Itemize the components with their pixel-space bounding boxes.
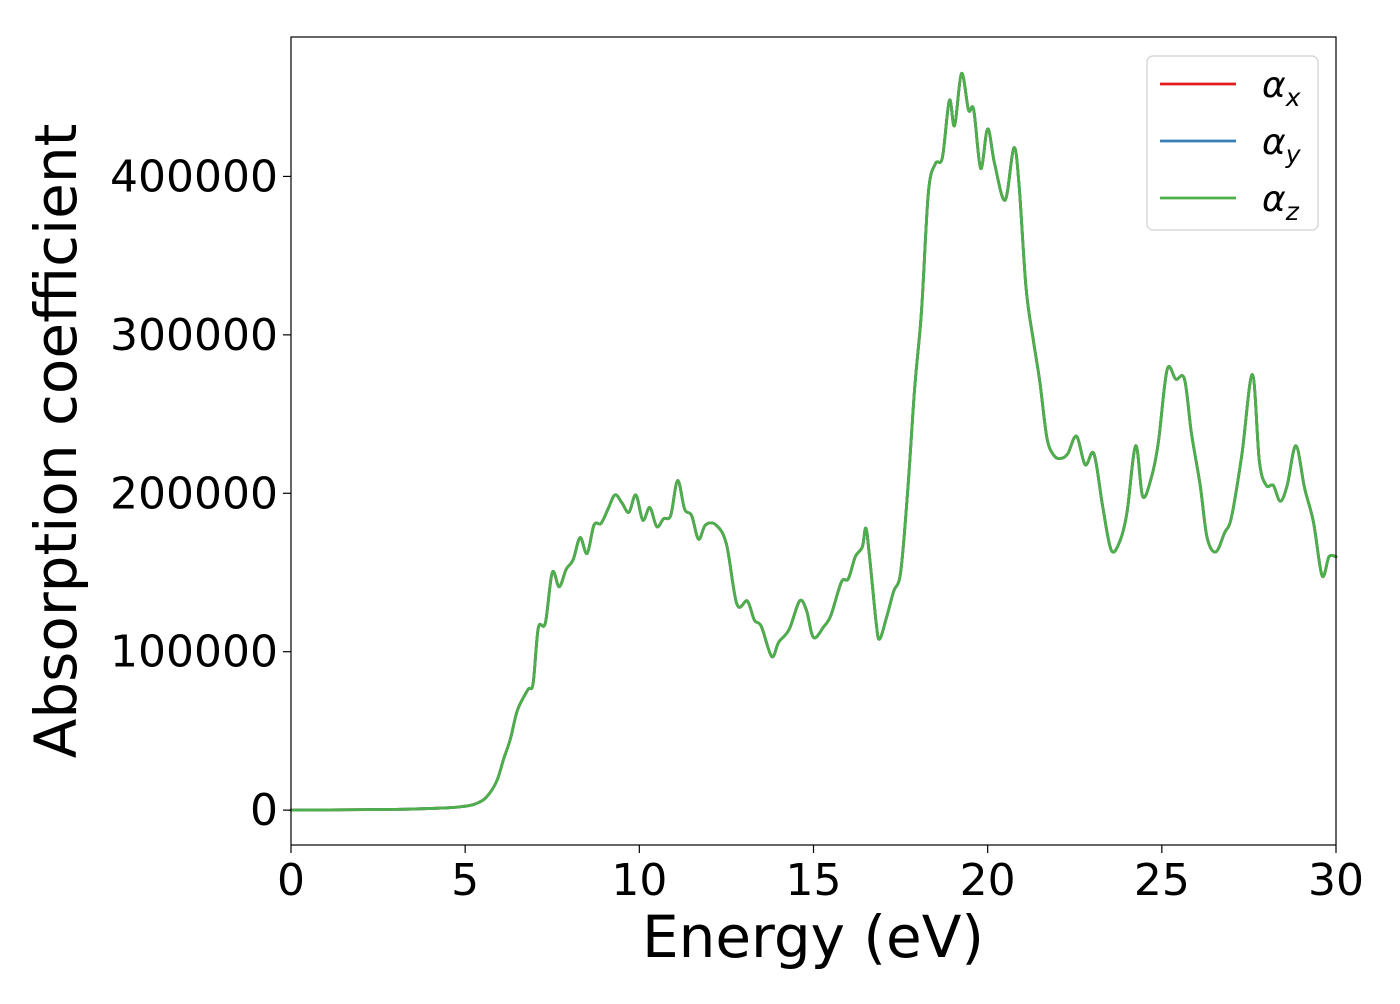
x-tick-label: 0	[277, 855, 305, 906]
x-tick-label: 5	[451, 855, 479, 906]
legend-label-y: αy	[1262, 122, 1302, 169]
legend-subscript: x	[1285, 83, 1301, 112]
y-axis-label: Absorption coefficient	[22, 124, 90, 759]
legend-label-x: αx	[1262, 65, 1301, 112]
legend-label-z: αz	[1262, 179, 1300, 226]
series-layer	[289, 71, 1338, 812]
x-tick-label: 10	[611, 855, 667, 906]
x-axis-label: Energy (eV)	[642, 903, 984, 971]
x-tick-label: 15	[786, 855, 842, 906]
y-tick-label: 200000	[110, 468, 278, 519]
x-tick-label: 20	[960, 855, 1016, 906]
legend-symbol: α	[1262, 179, 1286, 220]
y-axis-ticks: 0 100000 200000 300000 400000	[110, 151, 291, 836]
legend-symbol: α	[1262, 122, 1286, 163]
x-tick-label: 30	[1308, 855, 1364, 906]
legend-subscript: z	[1285, 197, 1300, 226]
legend-symbol: α	[1262, 65, 1286, 106]
x-axis-ticks: 0 5 10 15 20 25 30	[277, 845, 1364, 906]
series-line-z	[289, 71, 1338, 812]
y-tick-label: 0	[250, 785, 278, 836]
y-tick-label: 100000	[110, 627, 278, 678]
legend-subscript: y	[1285, 140, 1302, 169]
legend-box	[1146, 55, 1319, 231]
x-tick-label: 25	[1134, 855, 1190, 906]
y-tick-label: 400000	[110, 151, 278, 202]
y-tick-label: 300000	[110, 310, 278, 361]
